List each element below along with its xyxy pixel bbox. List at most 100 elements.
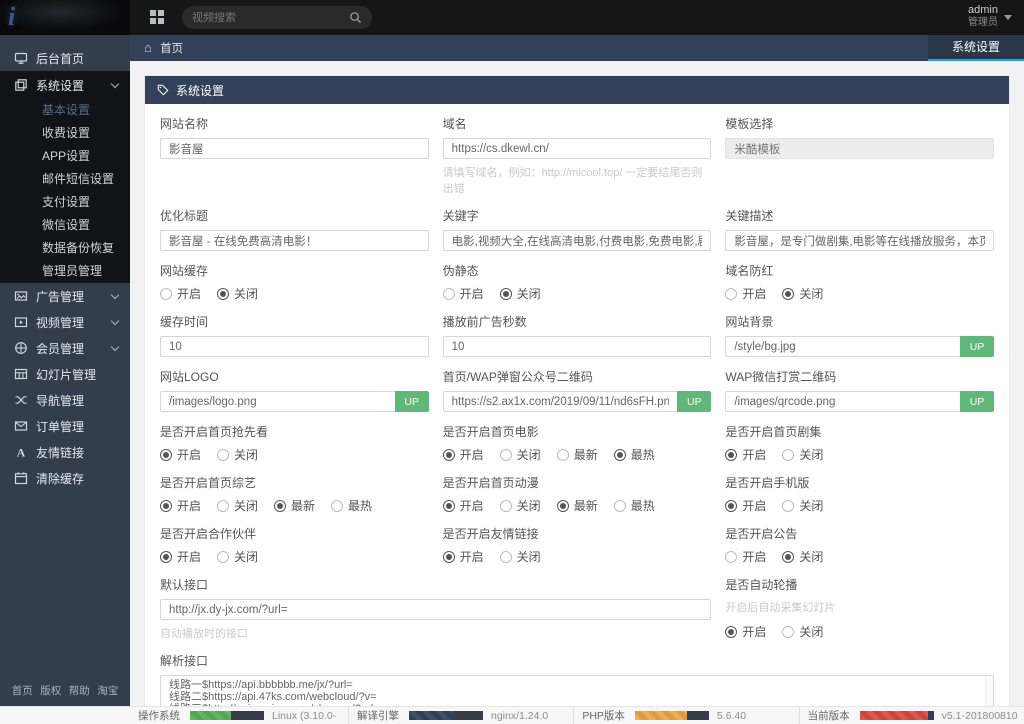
qr-popup-input[interactable]: [442, 391, 678, 412]
radio-option[interactable]: 关闭: [499, 285, 541, 302]
radio-dot-icon[interactable]: [782, 448, 795, 461]
radio-dot-icon[interactable]: [725, 448, 738, 461]
radio-option[interactable]: 关闭: [782, 623, 823, 640]
sidebar-subitem-backup[interactable]: 数据备份恢复: [42, 241, 115, 255]
radio-option[interactable]: 关闭: [217, 497, 258, 514]
radio-dot-icon[interactable]: [442, 287, 455, 300]
upload-button[interactable]: UP: [959, 391, 994, 412]
radio-dot-icon[interactable]: [782, 625, 795, 638]
radio-dot-icon[interactable]: [160, 499, 172, 512]
user-menu[interactable]: admin 管理员: [968, 3, 998, 29]
sidebar-subitem-payment[interactable]: 支付设置: [42, 195, 91, 209]
radio-option[interactable]: 关闭: [782, 446, 823, 463]
upload-button[interactable]: UP: [959, 336, 994, 357]
radio-option[interactable]: 开启: [725, 497, 766, 514]
radio-option[interactable]: 关闭: [499, 548, 541, 565]
cache-time-input[interactable]: [160, 336, 429, 357]
radio-dot-icon[interactable]: [725, 287, 738, 300]
textarea-scrollbar[interactable]: [984, 676, 993, 706]
sidebar-item-system-settings[interactable]: 系统设置: [0, 71, 130, 99]
default-api-input[interactable]: [160, 599, 712, 620]
seo-title-input[interactable]: [160, 230, 429, 251]
search-icon[interactable]: [349, 11, 362, 24]
sidebar-subitem-fees[interactable]: 收费设置: [42, 126, 91, 140]
radio-dot-icon[interactable]: [217, 550, 230, 563]
footer-link-home[interactable]: 首页: [11, 685, 33, 697]
radio-option[interactable]: 开启: [160, 285, 201, 302]
site-bg-input[interactable]: [725, 336, 960, 357]
parse-api-textarea[interactable]: 线路一$https://api.bbbbbb.me/jx/?url= 线路二$h…: [160, 675, 994, 706]
radio-dot-icon[interactable]: [613, 499, 626, 512]
template-select[interactable]: [725, 138, 994, 159]
radio-option[interactable]: 关闭: [499, 497, 541, 514]
radio-option[interactable]: 开启: [725, 285, 766, 302]
radio-dot-icon[interactable]: [499, 550, 512, 563]
tab-system-settings[interactable]: 系统设置: [928, 35, 1024, 61]
domain-input[interactable]: [442, 138, 712, 159]
qr-reward-input[interactable]: [725, 391, 960, 412]
sidebar-subitem-mail-sms[interactable]: 邮件短信设置: [42, 172, 115, 186]
radio-dot-icon[interactable]: [613, 448, 626, 461]
footer-link-taobao[interactable]: 淘宝: [97, 685, 119, 697]
radio-dot-icon[interactable]: [442, 448, 455, 461]
apps-grid-icon[interactable]: [150, 10, 165, 25]
radio-option[interactable]: 关闭: [499, 446, 541, 463]
radio-option[interactable]: 开启: [442, 446, 484, 463]
sidebar-item-clear-cache[interactable]: 清除缓存: [0, 465, 130, 491]
radio-option[interactable]: 开启: [725, 446, 766, 463]
sidebar-subitem-basic[interactable]: 基本设置: [42, 103, 91, 117]
sidebar-item-videos[interactable]: 视频管理: [0, 309, 130, 335]
keywords-input[interactable]: [442, 230, 712, 251]
radio-dot-icon[interactable]: [725, 499, 738, 512]
description-input[interactable]: [725, 230, 994, 251]
radio-option[interactable]: 最热: [613, 497, 655, 514]
radio-option[interactable]: 开启: [442, 497, 484, 514]
radio-option[interactable]: 最热: [613, 446, 655, 463]
radio-option[interactable]: 关闭: [217, 446, 258, 463]
sidebar-item-members[interactable]: 会员管理: [0, 335, 130, 361]
radio-option[interactable]: 开启: [442, 548, 484, 565]
footer-link-copyright[interactable]: 版权: [40, 685, 62, 697]
radio-dot-icon[interactable]: [499, 287, 512, 300]
radio-dot-icon[interactable]: [217, 448, 230, 461]
radio-option[interactable]: 开启: [442, 285, 484, 302]
sidebar-item-slides[interactable]: 幻灯片管理: [0, 361, 130, 387]
sidebar-item-ads[interactable]: 广告管理: [0, 283, 130, 309]
radio-option[interactable]: 最新: [556, 497, 598, 514]
radio-dot-icon[interactable]: [782, 499, 795, 512]
radio-dot-icon[interactable]: [725, 550, 738, 563]
radio-dot-icon[interactable]: [442, 499, 455, 512]
radio-option[interactable]: 关闭: [782, 548, 823, 565]
site-name-input[interactable]: [160, 138, 429, 159]
sidebar-item-orders[interactable]: 订单管理: [0, 413, 130, 439]
radio-option[interactable]: 关闭: [217, 548, 258, 565]
radio-option[interactable]: 开启: [725, 548, 766, 565]
radio-dot-icon[interactable]: [725, 625, 738, 638]
radio-dot-icon[interactable]: [331, 499, 344, 512]
radio-dot-icon[interactable]: [160, 287, 172, 300]
sidebar-subitem-wechat[interactable]: 微信设置: [42, 218, 91, 232]
radio-option[interactable]: 关闭: [782, 285, 823, 302]
radio-dot-icon[interactable]: [160, 550, 172, 563]
radio-option[interactable]: 关闭: [782, 497, 823, 514]
footer-link-help[interactable]: 帮助: [68, 685, 90, 697]
radio-dot-icon[interactable]: [556, 448, 569, 461]
sidebar-item-links[interactable]: A 友情链接: [0, 439, 130, 465]
search-input[interactable]: [192, 11, 349, 24]
caret-down-icon[interactable]: [1004, 15, 1012, 20]
radio-option[interactable]: 关闭: [217, 285, 258, 302]
upload-button[interactable]: UP: [677, 391, 712, 412]
radio-option[interactable]: 开启: [160, 446, 201, 463]
radio-option[interactable]: 最新: [556, 446, 598, 463]
sidebar-subitem-admins[interactable]: 管理员管理: [42, 264, 103, 278]
site-logo-input[interactable]: [160, 391, 395, 412]
radio-dot-icon[interactable]: [499, 499, 512, 512]
radio-option[interactable]: 开启: [160, 497, 201, 514]
radio-dot-icon[interactable]: [217, 499, 230, 512]
radio-dot-icon[interactable]: [499, 448, 512, 461]
radio-option[interactable]: 最新: [274, 497, 315, 514]
upload-button[interactable]: UP: [394, 391, 429, 412]
radio-dot-icon[interactable]: [782, 287, 795, 300]
ad-seconds-input[interactable]: [442, 336, 712, 357]
radio-option[interactable]: 开启: [725, 623, 766, 640]
